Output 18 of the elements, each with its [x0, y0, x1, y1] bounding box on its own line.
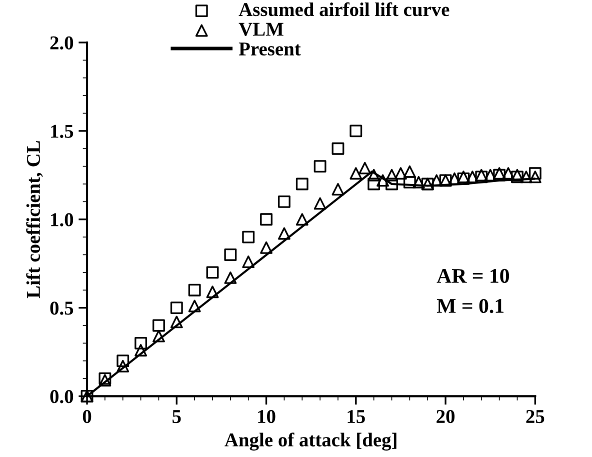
- y-tick-label: 1.0: [51, 213, 74, 226]
- y-tick-label: 0.5: [50, 302, 74, 315]
- y-tick-label: 0.0: [50, 390, 74, 404]
- legend-label: Present: [238, 42, 301, 56]
- y-tick-label: 2.0: [50, 36, 74, 50]
- x-tick-label: 25: [526, 410, 544, 424]
- x-tick-label: 10: [258, 410, 276, 424]
- y-tick-label: 1.5: [51, 124, 74, 138]
- x-axis-title: Angle of attack [deg]: [224, 432, 396, 451]
- x-tick-label: 5: [172, 410, 181, 424]
- annotation: AR = 10: [436, 268, 509, 283]
- x-tick-label: 0: [82, 410, 92, 424]
- x-tick-label: 15: [348, 410, 365, 424]
- x-tick-label: 20: [436, 410, 455, 424]
- legend-label: VLM: [238, 22, 284, 36]
- y-axis-title: Lift coefficient, CL: [26, 141, 43, 298]
- annotation: M = 0.1: [436, 298, 504, 314]
- legend-label: Assumed airfoil lift curve: [238, 2, 450, 16]
